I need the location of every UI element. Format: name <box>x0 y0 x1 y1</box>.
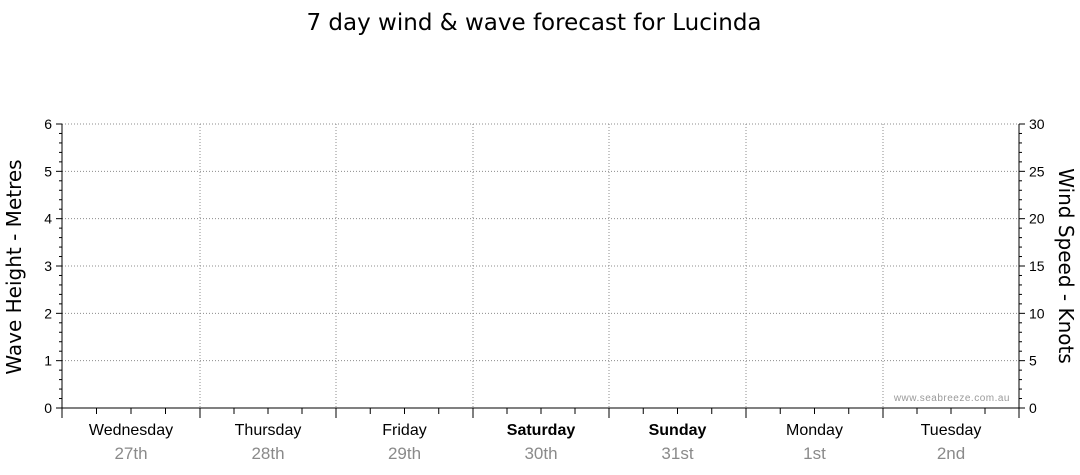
right-tick-label: 10 <box>1029 305 1045 321</box>
left-axis-title: Wave Height - Metres <box>2 159 26 374</box>
day-name-label: Tuesday <box>921 422 982 439</box>
chart-title: 7 day wind & wave forecast for Lucinda <box>306 10 761 36</box>
day-name-label: Sunday <box>649 422 707 439</box>
left-tick-label: 2 <box>44 305 52 321</box>
day-date-label: 27th <box>114 444 147 463</box>
left-tick-label: 0 <box>44 400 52 416</box>
day-name-label: Friday <box>382 422 426 439</box>
left-tick-label: 3 <box>44 258 52 274</box>
day-labels: Wednesday 27th Thursday 28th Friday 29th Satur… <box>89 422 981 463</box>
day-date-label: 30th <box>524 444 557 463</box>
right-tick-label: 25 <box>1029 163 1045 179</box>
right-tick-label: 30 <box>1029 116 1045 132</box>
day-date-label: 31st <box>661 444 693 463</box>
right-tick-label: 0 <box>1029 400 1037 416</box>
right-tick-label: 15 <box>1029 258 1045 274</box>
day-name-label: Saturday <box>507 422 576 439</box>
left-tick-label: 4 <box>44 211 52 227</box>
left-tick-label: 1 <box>44 353 52 369</box>
tick-labels: 0 01 52 103 154 205 256 30 <box>44 116 1045 416</box>
watermark: www.seabreeze.com.au <box>893 393 1010 404</box>
day-date-label: 2nd <box>937 444 965 463</box>
right-axis-title: Wind Speed - Knots <box>1054 168 1078 364</box>
grid <box>62 123 1019 408</box>
right-tick-label: 20 <box>1029 211 1045 227</box>
right-tick-label: 5 <box>1029 353 1037 369</box>
left-tick-label: 6 <box>44 116 52 132</box>
day-date-label: 28th <box>251 444 284 463</box>
day-date-label: 1st <box>803 444 826 463</box>
left-tick-label: 5 <box>44 163 52 179</box>
axes <box>56 123 1025 418</box>
day-name-label: Monday <box>786 422 843 439</box>
day-name-label: Wednesday <box>89 422 173 439</box>
day-name-label: Thursday <box>235 422 302 439</box>
day-date-label: 29th <box>388 444 421 463</box>
